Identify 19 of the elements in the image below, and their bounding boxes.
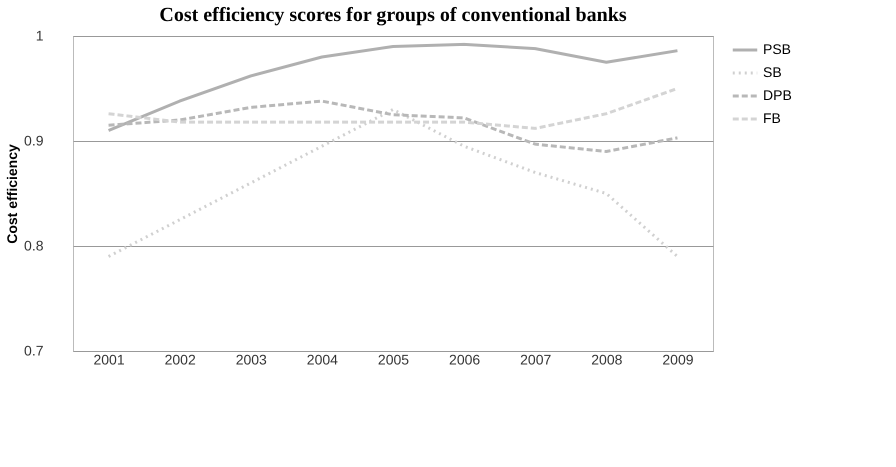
x-tick-label: 2008 (591, 352, 623, 368)
x-tick-label: 2006 (449, 352, 480, 368)
y-tick-label: 0.8 (24, 238, 44, 254)
chart-title: Cost efficiency scores for groups of conventional banks (159, 4, 627, 26)
legend-label: FB (763, 110, 781, 126)
legend-label: SB (763, 64, 782, 80)
y-tick-label: 0.7 (24, 342, 44, 358)
x-tick-label: 2005 (378, 352, 410, 368)
x-tick-label: 2001 (93, 352, 125, 368)
x-tick-label: 2002 (164, 352, 196, 368)
legend-label: DPB (763, 87, 792, 103)
x-tick-label: 2007 (520, 352, 552, 368)
x-tick-label: 2003 (236, 352, 268, 368)
y-tick-label: 0.9 (24, 132, 44, 148)
x-tick-label: 2004 (306, 352, 338, 368)
legend-label: PSB (763, 41, 792, 57)
y-axis-title: Cost efficiency (4, 144, 20, 244)
y-tick-label: 1 (36, 28, 44, 44)
x-tick-label: 2009 (662, 352, 694, 368)
